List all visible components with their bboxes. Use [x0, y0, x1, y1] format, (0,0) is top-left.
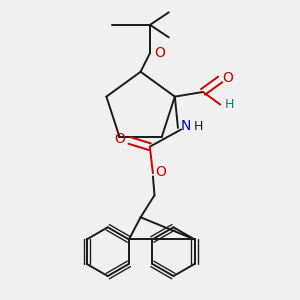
- Text: H: H: [194, 120, 203, 133]
- Text: O: O: [154, 46, 165, 60]
- Text: H: H: [225, 98, 234, 111]
- Text: O: O: [155, 165, 166, 179]
- Text: O: O: [223, 71, 233, 85]
- Text: N: N: [181, 119, 191, 134]
- Text: O: O: [115, 132, 125, 146]
